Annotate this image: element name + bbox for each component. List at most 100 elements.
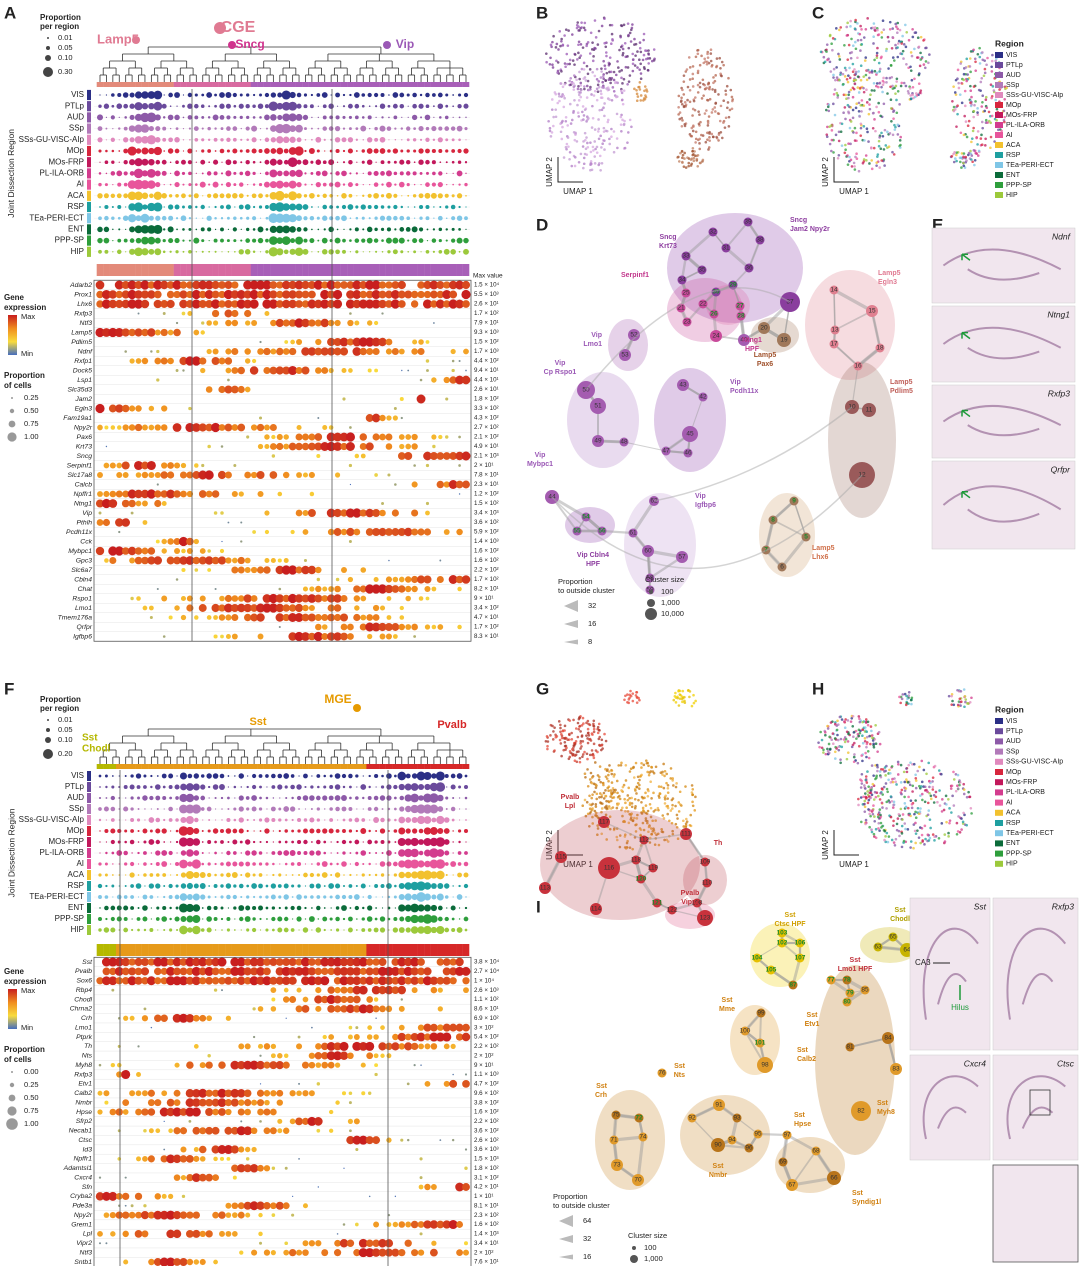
expression-dot [435,1032,445,1042]
region-dot [375,863,377,865]
umap-point [628,74,632,77]
max-value: 1.6 × 10² [474,548,499,555]
expression-dot [220,634,224,639]
region-dot [341,861,347,867]
region-dot [394,807,397,811]
region-dot [362,172,364,174]
expression-dot [458,493,461,495]
label: Gene [4,967,25,976]
expression-dot [359,976,368,985]
umap-point [638,58,641,62]
region-dot [400,127,403,130]
expression-dot [384,1239,394,1248]
expression-dot [463,987,469,994]
expression-dot [302,472,308,478]
expression-dot [365,1041,375,1051]
expression-dot [140,489,150,499]
umap-point [570,118,574,122]
region-dot [296,784,302,790]
expression-dot [154,357,162,365]
expression-dot [317,1186,320,1188]
max-value: 4.7 × 10¹ [474,614,499,621]
region-dot [277,784,283,790]
expression-dot [257,348,264,355]
region-dot [156,807,159,811]
region-dot [290,774,295,778]
label: per region [40,22,79,31]
gene-label: Pde3a [72,1203,92,1210]
region-dot [226,928,230,932]
region-dot [214,819,217,821]
expression-dot [281,976,291,986]
expression-dot [449,967,458,976]
label: 0.01 [58,715,73,724]
cluster-strip [225,264,232,276]
expression-dot [174,1062,180,1068]
region-dot [330,907,332,909]
region-dot [277,927,283,933]
region-dot [288,214,297,223]
umap-point [612,78,616,82]
region-dot [185,903,195,913]
expression-dot [335,577,340,582]
region-dot [259,93,262,97]
label: 0.30 [58,67,73,76]
umap-point [890,75,894,79]
region-dot [123,182,128,187]
region-dot [342,884,346,888]
expression-dot [148,405,155,412]
region-dot [161,916,168,922]
expression-dot [128,967,137,976]
expression-dot [448,299,458,309]
region-dot [208,206,210,208]
expression-dot [333,1005,342,1013]
expression-dot [320,299,330,309]
umap-point [591,59,595,63]
cluster-strip [334,82,341,87]
expression-dot [333,281,342,289]
umap-point [622,89,626,92]
umap-point [597,29,601,33]
region-dot [141,170,149,177]
expression-dot [348,1025,353,1030]
region-dot [309,850,315,856]
region-dot [163,94,165,96]
expression-dot [289,996,297,1003]
region-dot [129,238,135,243]
expression-dot [217,1088,227,1098]
expression-dot [204,470,214,480]
region-dot [195,228,198,231]
region-dot [380,194,385,198]
expression-dot [314,594,323,603]
region-dot [452,105,455,108]
region-dot [208,105,211,108]
region-dot [380,93,385,97]
max-value: 2 × 10² [474,1249,493,1256]
expression-dot [412,339,418,345]
taxonomy-node [353,704,361,712]
label: 1.00 [24,1119,39,1128]
region-dot [342,851,346,855]
region-dot [185,870,194,880]
region-dot [404,871,412,879]
expression-dot [321,281,329,289]
region-dot [219,148,225,154]
umap-point [605,54,608,58]
expression-dot [359,433,368,441]
expression-dot [437,1006,443,1012]
region-label: PPP-SP [55,236,84,245]
expression-dot [160,1014,168,1022]
expression-dot [371,584,381,594]
cluster-strip [257,764,264,769]
gene-label: Jam2 [74,396,92,403]
expression-dot [366,1034,373,1040]
region-dot [341,215,347,222]
expression-dot [340,1005,348,1013]
expression-dot [352,1135,362,1145]
region-dot [175,250,179,254]
umap-point [580,88,583,92]
cluster-strip [160,82,168,87]
expression-dot [211,556,220,565]
region-dot [140,213,150,223]
region-dot [323,785,327,789]
